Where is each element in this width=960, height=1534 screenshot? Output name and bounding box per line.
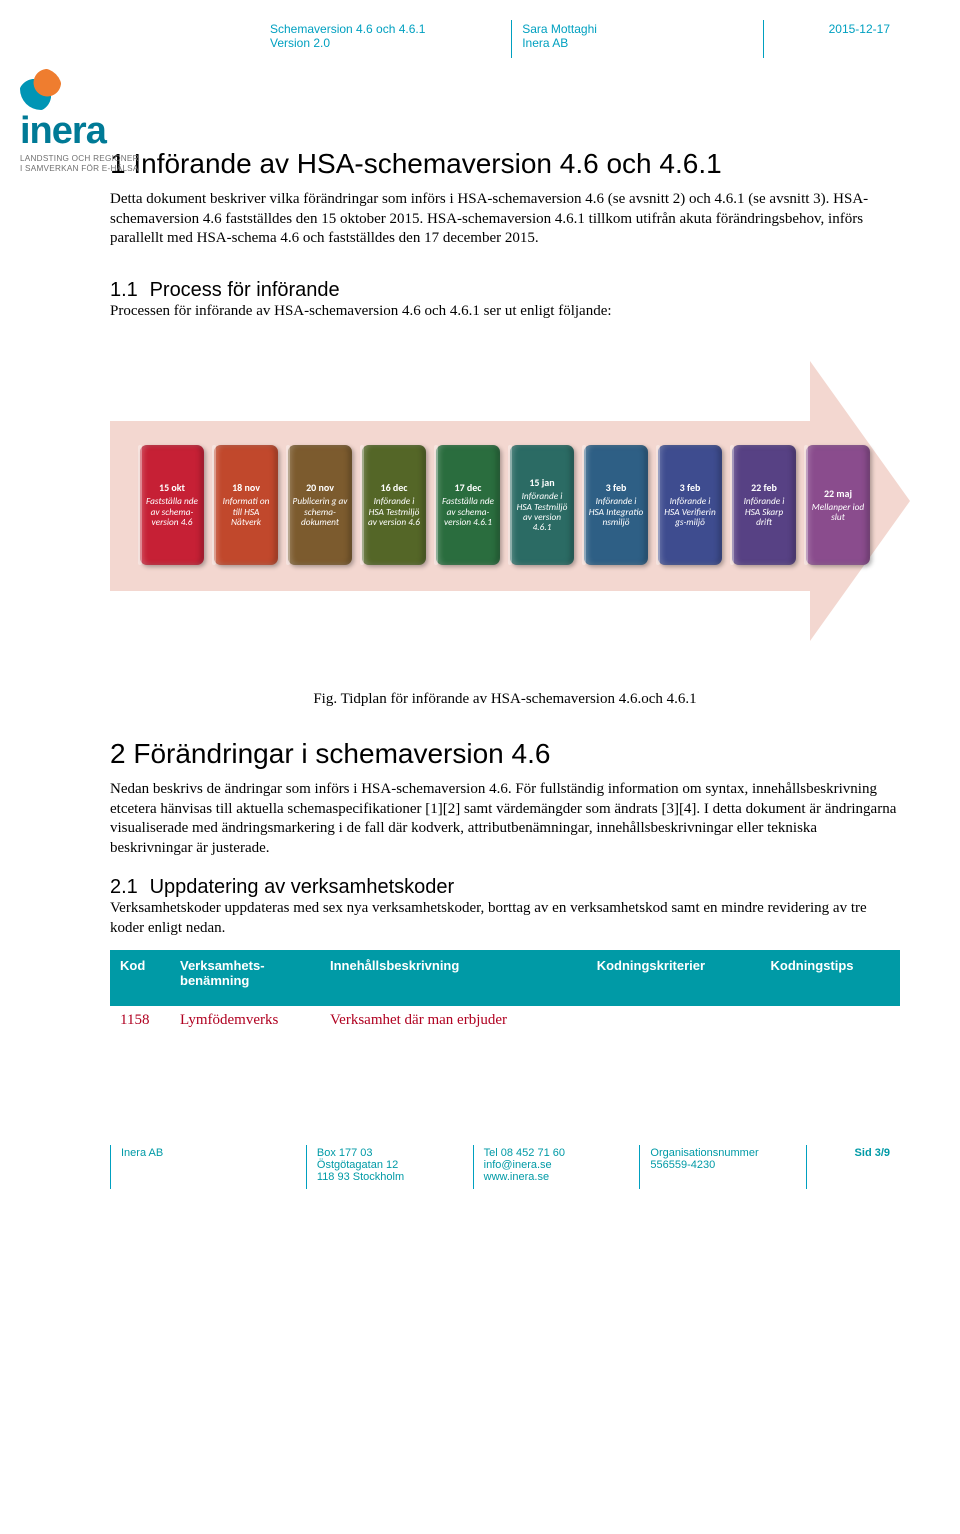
timeline-tile-date: 17 dec — [455, 481, 482, 494]
document-footer: Inera AB Box 177 03 Östgötagatan 12 118 … — [60, 1145, 900, 1189]
timeline-tile-8: 22 feb Införande i HSA Skarp drift — [732, 445, 796, 565]
table-header-cell: Verksamhets-benämning — [170, 950, 320, 1006]
timeline-tile-desc: Införande i HSA Skarp drift — [736, 497, 792, 528]
table-header-row: KodVerksamhets-benämningInnehållsbeskriv… — [110, 950, 900, 1006]
footer-contact-col: Tel 08 452 71 60 info@inera.se www.inera… — [473, 1145, 640, 1189]
section1-heading: 1 Införande av HSA-schemaversion 4.6 och… — [110, 148, 900, 180]
timeline-tile-9: 22 maj Mellanper iod slut — [806, 445, 870, 565]
header-date: 2015-12-17 — [774, 22, 890, 36]
timeline-tile-desc: Införande i HSA Integratio nsmiljö — [588, 497, 644, 528]
timeline-tile-date: 22 maj — [824, 487, 852, 500]
timeline-tile-date: 3 feb — [680, 481, 701, 494]
table-cell — [587, 1006, 761, 1035]
table-cell: Lymfödemverks — [170, 1006, 320, 1035]
table-header-cell: Innehållsbeskrivning — [320, 950, 587, 1006]
footer-tel: Tel 08 452 71 60 — [484, 1147, 630, 1159]
table-header-cell: Kodningskriterier — [587, 950, 761, 1006]
timeline-tile-desc: Införande i HSA Testmiljö av version 4.6… — [514, 492, 570, 534]
header-schema-line: Schemaversion 4.6 och 4.6.1 — [270, 22, 501, 36]
timeline-tile-date: 3 feb — [606, 481, 627, 494]
timeline-tile-desc: Publicerin g av schema-dokument — [292, 497, 348, 528]
timeline-tiles: 15 okt Fastställa nde av schema-version 4… — [140, 445, 870, 565]
figure-caption: Fig. Tidplan för införande av HSA-schema… — [110, 691, 900, 708]
section2-para: Nedan beskrivs de ändringar som införs i… — [110, 780, 900, 858]
footer-addr3: 118 93 Stockholm — [317, 1171, 463, 1183]
document-header: Schemaversion 4.6 och 4.6.1 Version 2.0 … — [60, 20, 900, 58]
footer-web: www.inera.se — [484, 1171, 630, 1183]
timeline-tile-date: 22 feb — [751, 481, 777, 494]
table-cell: Verksamhet där man erbjuder — [320, 1006, 587, 1035]
section2-sub-prefix: 2.1 — [110, 876, 138, 898]
timeline-tile-date: 15 jan — [529, 476, 554, 489]
timeline-tile-desc: Fastställa nde av schema-version 4.6.1 — [440, 497, 496, 528]
header-author: Sara Mottaghi — [522, 22, 753, 36]
timeline-diagram: 15 okt Fastställa nde av schema-version 4… — [110, 361, 910, 641]
timeline-tile-date: 20 nov — [306, 481, 334, 494]
section2-sub-title: Uppdatering av verksamhetskoder — [150, 876, 455, 898]
logo-swirl-icon — [20, 68, 62, 110]
timeline-tile-3: 16 dec Införande i HSA Testmiljö av versi… — [362, 445, 426, 565]
timeline-tile-desc: Informati on till HSA Nätverk — [218, 497, 274, 528]
table-header-cell: Kod — [110, 950, 170, 1006]
footer-page-col: Sid 3/9 — [806, 1145, 900, 1189]
timeline-tile-1: 18 nov Informati on till HSA Nätverk — [214, 445, 278, 565]
table-body: 1158LymfödemverksVerksamhet där man erbj… — [110, 1006, 900, 1035]
logo-block: inera LANDSTING OCH REGIONER I SAMVERKAN… — [20, 68, 180, 175]
footer-org-col: Organisationsnummer 556559-4230 — [639, 1145, 806, 1189]
table-cell: 1158 — [110, 1006, 170, 1035]
header-company: Inera AB — [522, 36, 753, 50]
timeline-tile-date: 18 nov — [232, 481, 260, 494]
section2-heading: 2 Förändringar i schemaversion 4.6 — [110, 738, 900, 770]
footer-address-col: Box 177 03 Östgötagatan 12 118 93 Stockh… — [306, 1145, 473, 1189]
logo-sub-line2: I SAMVERKAN FÖR E-HÄLSA — [20, 164, 139, 173]
logo-sub-line1: LANDSTING OCH REGIONER — [20, 154, 139, 163]
timeline-tile-date: 16 dec — [381, 481, 408, 494]
header-col-right: 2015-12-17 — [763, 20, 900, 58]
timeline-tile-desc: Mellanper iod slut — [810, 503, 866, 524]
logo-subtitle: LANDSTING OCH REGIONER I SAMVERKAN FÖR E… — [20, 154, 180, 175]
timeline-tile-2: 20 nov Publicerin g av schema-dokument — [288, 445, 352, 565]
table-cell — [760, 1006, 900, 1035]
timeline-tile-7: 3 feb Införande i HSA Verifierin gs-miljö — [658, 445, 722, 565]
timeline-tile-desc: Införande i HSA Verifierin gs-miljö — [662, 497, 718, 528]
table-header-cell: Kodningstips — [760, 950, 900, 1006]
timeline-tile-5: 15 jan Införande i HSA Testmiljö av versi… — [510, 445, 574, 565]
timeline-tile-desc: Fastställa nde av schema-version 4.6 — [144, 497, 200, 528]
header-version-line: Version 2.0 — [270, 36, 501, 50]
timeline-tile-6: 3 feb Införande i HSA Integratio nsmiljö — [584, 445, 648, 565]
section1-sub-intro: Processen för införande av HSA-schemaver… — [110, 302, 900, 322]
section2-sub-intro: Verksamhetskoder uppdateras med sex nya … — [110, 899, 900, 938]
timeline-tile-desc: Införande i HSA Testmiljö av version 4.6 — [366, 497, 422, 528]
footer-addr1: Box 177 03 — [317, 1147, 463, 1159]
footer-company-col: Inera AB — [110, 1145, 306, 1189]
timeline-tile-date: 15 okt — [159, 481, 185, 494]
footer-org-label: Organisationsnummer — [650, 1147, 796, 1159]
footer-company: Inera AB — [121, 1147, 296, 1159]
footer-page: Sid 3/9 — [817, 1147, 890, 1159]
codes-table: KodVerksamhets-benämningInnehållsbeskriv… — [110, 950, 900, 1035]
footer-addr2: Östgötagatan 12 — [317, 1159, 463, 1171]
section1-para: Detta dokument beskriver vilka förändrin… — [110, 190, 900, 249]
section1-sub-prefix: 1.1 — [110, 279, 138, 301]
header-col-left: Schemaversion 4.6 och 4.6.1 Version 2.0 — [60, 20, 511, 58]
section1-sub-heading: 1.1 Process för införande — [110, 279, 900, 302]
header-col-mid: Sara Mottaghi Inera AB — [511, 20, 763, 58]
logo-brand-text: inera — [20, 114, 180, 148]
section1-sub-title: Process för införande — [150, 279, 340, 301]
timeline-tile-4: 17 dec Fastställa nde av schema-version 4… — [436, 445, 500, 565]
footer-org-num: 556559-4230 — [650, 1159, 796, 1171]
table-row: 1158LymfödemverksVerksamhet där man erbj… — [110, 1006, 900, 1035]
timeline-tile-0: 15 okt Fastställa nde av schema-version 4… — [140, 445, 204, 565]
footer-email: info@inera.se — [484, 1159, 630, 1171]
section2-sub-heading: 2.1 Uppdatering av verksamhetskoder — [110, 876, 900, 899]
